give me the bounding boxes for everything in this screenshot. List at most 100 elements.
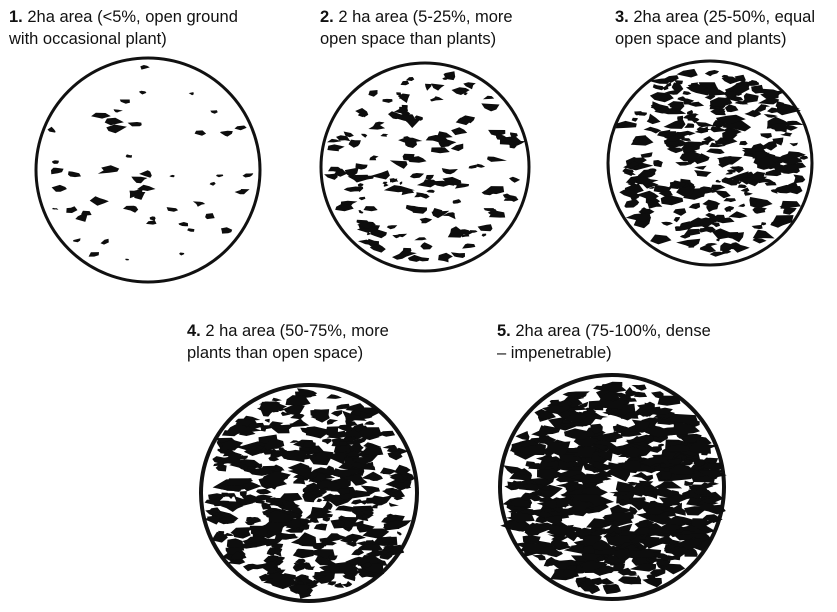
plant-patch	[542, 515, 563, 525]
plant-patch	[179, 252, 185, 256]
plant-patch	[91, 112, 111, 119]
plant-patch	[216, 174, 224, 178]
plant-patch	[625, 212, 651, 222]
plant-patch	[356, 523, 375, 533]
plant-patch	[123, 205, 139, 213]
vegetation-circle-5	[498, 373, 727, 601]
plant-patch	[244, 521, 255, 526]
plant-patch	[359, 410, 373, 420]
plant-patch	[287, 467, 314, 481]
panel-number: 1.	[9, 8, 23, 26]
plant-patch	[686, 457, 694, 460]
plant-patch	[481, 103, 500, 112]
plant-patch	[262, 471, 291, 487]
circle-outline	[34, 56, 262, 284]
plant-patch	[316, 480, 343, 491]
plant-patch	[277, 505, 285, 510]
plant-patch	[653, 94, 674, 100]
plant-patch	[127, 122, 142, 127]
plant-patch	[75, 213, 88, 222]
plant-patch	[684, 228, 701, 236]
plant-patch	[732, 83, 750, 95]
plant-patch	[631, 384, 647, 391]
plant-patch	[691, 82, 698, 87]
plant-patch	[326, 419, 339, 425]
plant-patch	[757, 97, 780, 105]
plant-patch	[731, 242, 741, 248]
plant-patch	[388, 502, 399, 507]
plant-patch	[671, 421, 700, 436]
plant-patch	[187, 228, 195, 232]
plant-patch	[532, 554, 546, 561]
plant-patch	[662, 85, 669, 91]
plant-patch	[691, 518, 709, 532]
plant-patch	[674, 454, 688, 460]
plant-patch	[343, 186, 362, 192]
plant-patch	[724, 104, 739, 113]
plant-patch	[589, 526, 607, 537]
plant-patch	[665, 82, 672, 87]
plant-patch	[688, 244, 698, 248]
plant-patch	[389, 473, 405, 482]
plant-patch	[314, 575, 327, 579]
plant-patch	[657, 129, 671, 137]
plant-patch	[341, 410, 367, 424]
plant-patch	[169, 174, 175, 178]
plant-patch	[400, 80, 410, 86]
plant-patch	[357, 183, 364, 187]
plant-patch	[709, 251, 726, 257]
plant-patch	[271, 397, 282, 402]
plant-patch	[780, 132, 793, 137]
plant-patch	[302, 492, 318, 502]
caption-line-2: with occasional plant)	[9, 30, 167, 48]
plant-patch	[557, 569, 580, 579]
plant-patch	[209, 181, 216, 186]
plant-patch	[368, 435, 377, 439]
plant-patch	[737, 184, 747, 189]
plant-patch	[714, 140, 724, 145]
plant-patch	[660, 75, 679, 83]
plant-patch	[633, 157, 647, 165]
plant-patch	[305, 426, 328, 439]
plant-patch	[260, 425, 268, 432]
plant-patch	[596, 449, 613, 462]
caption-panel-1: 1. 2ha area (<5%, open ground with occas…	[9, 6, 238, 50]
plant-patch	[385, 478, 412, 491]
plant-patch	[295, 574, 306, 580]
plant-patch	[636, 548, 662, 558]
plant-patch	[414, 237, 427, 241]
plant-patch	[571, 500, 590, 513]
plant-patch	[146, 220, 157, 225]
plant-patch	[663, 515, 697, 526]
plant-patch	[420, 242, 433, 250]
plant-patch	[217, 451, 242, 463]
plant-patch	[679, 233, 691, 239]
plant-patch	[674, 80, 683, 86]
plant-patch	[753, 156, 776, 169]
plant-patch	[661, 221, 673, 226]
caption-panel-5: 5. 2ha area (75-100%, dense – impenetrab…	[497, 320, 711, 364]
plant-patch	[269, 421, 284, 429]
plant-patch	[227, 493, 234, 499]
plant-patch	[361, 543, 384, 551]
plant-patch	[234, 189, 250, 195]
plant-patch	[606, 555, 622, 564]
plant-patch	[462, 243, 476, 249]
caption-line-2: open space than plants)	[320, 30, 497, 48]
plant-patch	[679, 137, 692, 141]
plant-patch	[178, 222, 189, 227]
plant-patch	[239, 491, 247, 497]
plant-patch	[751, 224, 763, 230]
plant-patch	[643, 536, 662, 545]
plant-patch	[136, 184, 156, 191]
plant-patch	[368, 495, 394, 506]
plant-patch	[736, 180, 743, 185]
caption-line-1: 2ha area (75-100%, dense	[510, 322, 711, 340]
plant-patch	[659, 469, 673, 480]
plant-patch	[708, 482, 719, 486]
plant-patch	[363, 206, 378, 212]
plant-patch	[510, 512, 535, 523]
plant-patch	[666, 147, 684, 154]
plant-patch	[624, 199, 640, 208]
plant-patch	[380, 536, 397, 543]
